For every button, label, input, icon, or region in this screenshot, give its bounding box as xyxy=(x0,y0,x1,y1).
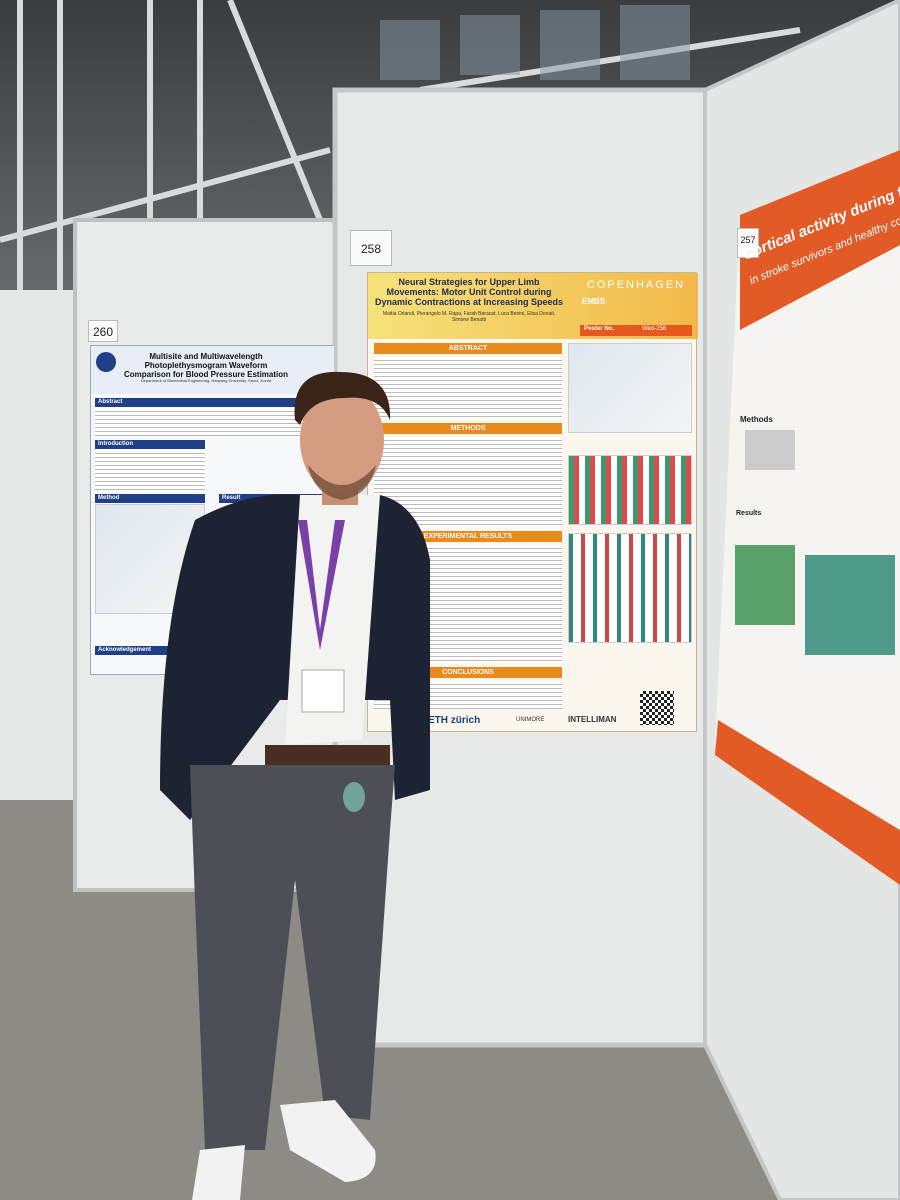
text-block xyxy=(374,357,562,419)
windows xyxy=(380,5,690,80)
booth-number: 260 xyxy=(88,320,118,342)
left-poster-affiliation: Department of Biomedical Engineering, Ha… xyxy=(140,378,272,383)
section-header: Results xyxy=(736,510,762,517)
badge xyxy=(301,669,345,713)
poster-number-label: Poster No. xyxy=(584,326,615,332)
qr-code xyxy=(640,691,674,725)
keychain xyxy=(343,782,365,812)
booth-number: 258 xyxy=(350,230,392,266)
section-header: Introduction xyxy=(95,440,205,449)
poster-number: Wed-258 xyxy=(642,326,667,332)
booth-number: 257 xyxy=(737,228,759,258)
shoe xyxy=(280,1100,376,1182)
right-poster-footer xyxy=(715,720,900,885)
university-logo xyxy=(96,352,116,372)
right-poster-figures xyxy=(735,430,895,655)
text-block xyxy=(95,408,330,436)
right-poster-header xyxy=(740,150,900,330)
center-poster-title: Neural Strategies for Upper Limb Movemen… xyxy=(374,277,564,307)
intelliman-logo: INTELLIMAN xyxy=(568,715,617,724)
section-header: Method xyxy=(95,494,205,503)
left-poster-header xyxy=(91,346,334,394)
beard xyxy=(308,465,376,500)
section-header: Conclusions xyxy=(374,667,562,678)
section-header: Methods xyxy=(374,423,562,434)
unimore-logo: UNIMORE xyxy=(516,717,545,723)
lanyard xyxy=(298,520,345,650)
poster-number-bar xyxy=(580,325,692,336)
section-header: Abstract xyxy=(95,398,330,407)
center-poster-authors: Mattia Orlandi, Pierangelo M. Rapa, Fara… xyxy=(382,311,556,323)
shoe xyxy=(192,1145,245,1200)
hair xyxy=(294,371,391,425)
trousers xyxy=(190,765,395,1150)
belt xyxy=(265,745,390,765)
left-poster-title: Multisite and Multiwavelength Photopleth… xyxy=(123,352,289,379)
face xyxy=(300,385,384,495)
eth-logo: ETH zürich xyxy=(428,715,481,726)
section-header: Abstract xyxy=(374,343,562,354)
figure xyxy=(568,533,692,643)
right-poster xyxy=(715,150,900,880)
figure xyxy=(568,455,692,525)
section-header: Methods xyxy=(740,415,773,424)
section-header: Experimental Results xyxy=(374,531,562,542)
section-header: Acknowledgement xyxy=(95,646,205,655)
figure xyxy=(568,343,692,433)
steel-frame xyxy=(0,0,801,290)
text-block xyxy=(95,450,205,490)
conference-name: COPENHAGEN xyxy=(586,279,686,291)
society-logo: EMBS xyxy=(582,297,606,306)
